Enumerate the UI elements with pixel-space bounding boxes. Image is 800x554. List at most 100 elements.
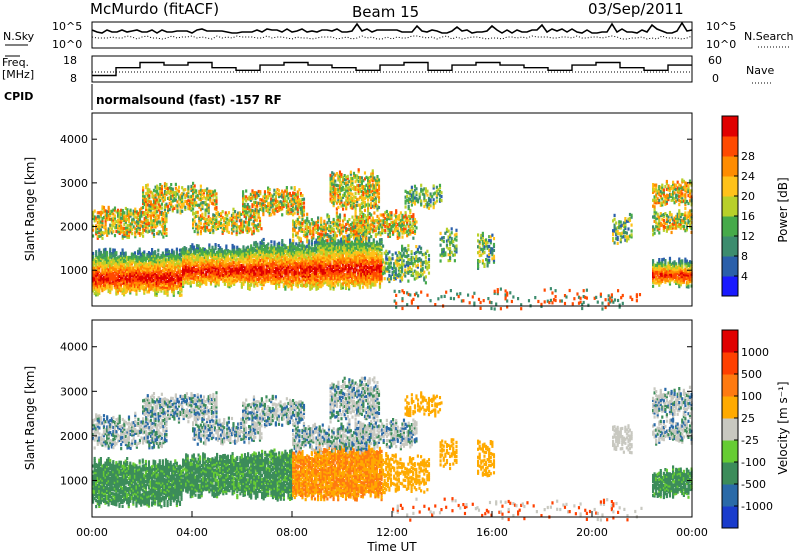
scatter-cell bbox=[233, 261, 236, 265]
scatter-cell bbox=[191, 243, 194, 247]
scatter-cell bbox=[180, 260, 183, 264]
scatter-cell bbox=[185, 280, 188, 284]
scatter-cell bbox=[253, 276, 256, 280]
scatter-cell bbox=[127, 269, 130, 273]
scatter-cell bbox=[388, 270, 391, 274]
scatter-cell bbox=[361, 275, 365, 279]
scatter-cell bbox=[275, 276, 278, 280]
scatter-cell bbox=[156, 222, 159, 226]
scatter-cell bbox=[282, 269, 285, 273]
scatter-cell bbox=[175, 277, 178, 281]
scatter-cell bbox=[181, 201, 184, 205]
scatter-cell bbox=[202, 268, 205, 272]
scatter-cell bbox=[321, 248, 324, 252]
scatter-cell bbox=[235, 215, 238, 219]
scatter-cell bbox=[160, 271, 163, 275]
scatter-cell bbox=[202, 247, 205, 251]
scatter-cell bbox=[215, 215, 218, 219]
scatter-cell bbox=[358, 258, 361, 262]
scatter-cell bbox=[154, 254, 157, 258]
scatter-cell bbox=[313, 252, 317, 256]
scatter-cell bbox=[197, 258, 200, 262]
scatter-cell bbox=[138, 226, 142, 230]
scatter-cell bbox=[208, 263, 211, 267]
scatter-cell bbox=[159, 204, 162, 208]
scatter-cell bbox=[177, 203, 181, 207]
scatter-cell bbox=[182, 273, 185, 277]
scatter-cell bbox=[351, 262, 354, 266]
scatter-cell bbox=[152, 211, 156, 215]
scatter-cell bbox=[338, 273, 341, 277]
scatter-cell bbox=[301, 270, 304, 274]
scatter-cell bbox=[273, 270, 276, 274]
scatter-cell bbox=[372, 281, 375, 285]
scatter-cell bbox=[337, 267, 340, 271]
scatter-cell bbox=[248, 209, 251, 213]
scatter-cell bbox=[235, 223, 238, 227]
scatter-cell bbox=[323, 265, 326, 269]
scatter-cell bbox=[140, 214, 143, 218]
scatter-cell bbox=[109, 283, 112, 287]
scatter-cell bbox=[96, 273, 99, 277]
scatter-cell bbox=[248, 197, 251, 201]
scatter-cell bbox=[354, 276, 357, 280]
scatter-cell bbox=[378, 269, 382, 273]
scatter-cell bbox=[296, 259, 299, 263]
scatter-cell bbox=[107, 286, 110, 290]
scatter-cell bbox=[416, 247, 419, 251]
scatter-cell bbox=[369, 267, 372, 271]
scatter-cell bbox=[132, 272, 135, 276]
scatter-cell bbox=[374, 279, 377, 283]
scatter-cell bbox=[199, 276, 202, 280]
scatter-cell bbox=[290, 258, 293, 262]
scatter-cell bbox=[173, 193, 176, 197]
scatter-cell bbox=[426, 267, 429, 271]
scatter-cell bbox=[149, 252, 152, 256]
scatter-cell bbox=[284, 269, 287, 273]
scatter-cell bbox=[358, 274, 361, 278]
scatter-cell bbox=[303, 262, 306, 266]
scatter-cell bbox=[222, 275, 225, 279]
scatter-cell bbox=[279, 276, 282, 280]
scatter-cell bbox=[337, 255, 340, 259]
scatter-cell bbox=[158, 275, 161, 279]
scatter-cell bbox=[185, 274, 188, 278]
scatter-cell bbox=[200, 252, 203, 256]
scatter-cell bbox=[261, 280, 264, 284]
scatter-cell bbox=[157, 186, 160, 190]
scatter-cell bbox=[243, 224, 246, 228]
scatter-cell bbox=[213, 279, 216, 284]
scatter-cell bbox=[226, 253, 230, 257]
scatter-cell bbox=[380, 251, 383, 255]
scatter-cell bbox=[249, 227, 252, 231]
scatter-cell bbox=[169, 262, 172, 267]
scatter-cell bbox=[204, 221, 207, 225]
scatter-cell bbox=[449, 249, 452, 253]
scatter-cell bbox=[240, 271, 243, 275]
scatter-cell bbox=[318, 255, 321, 259]
scatter-cell bbox=[176, 208, 179, 212]
scatter-cell bbox=[98, 254, 101, 258]
scatter-cell bbox=[298, 281, 301, 285]
scatter-cell bbox=[374, 244, 377, 248]
scatter-cell bbox=[304, 263, 307, 267]
scatter-cell bbox=[195, 281, 199, 285]
scatter-cell bbox=[317, 282, 320, 286]
scatter-cell bbox=[483, 247, 486, 251]
scatter-cell bbox=[219, 246, 222, 250]
scatter-cell bbox=[106, 229, 109, 233]
scatter-cell bbox=[196, 232, 199, 236]
scatter-cell bbox=[113, 222, 117, 226]
scatter-cell bbox=[198, 197, 201, 201]
scatter-cell bbox=[172, 283, 175, 287]
scatter-cell bbox=[299, 258, 303, 262]
scatter-cell bbox=[278, 241, 281, 245]
scatter-cell bbox=[145, 207, 148, 212]
scatter-cell bbox=[152, 265, 155, 269]
scatter-cell bbox=[171, 266, 174, 270]
scatter-cell bbox=[447, 247, 450, 251]
scatter-cell bbox=[358, 272, 361, 276]
scatter-cell bbox=[214, 272, 217, 276]
scatter-cell bbox=[270, 255, 273, 260]
scatter-cell bbox=[104, 217, 107, 221]
